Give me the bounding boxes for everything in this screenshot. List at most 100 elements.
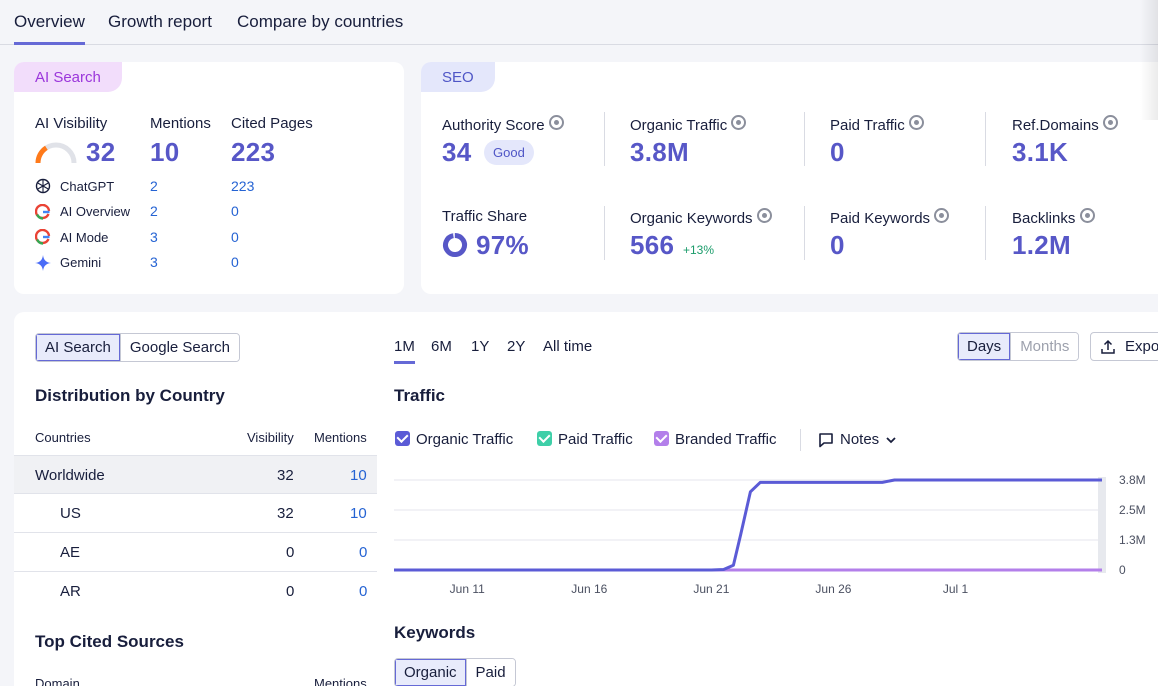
range-all-time[interactable]: All time	[543, 338, 593, 355]
source-cited-ai-mode[interactable]: 0	[231, 229, 239, 245]
gemini-icon	[35, 255, 51, 271]
toggle-organic[interactable]: Organic	[395, 659, 466, 686]
table-row[interactable]: AR 0 0	[14, 572, 377, 611]
country-name: AR	[60, 583, 81, 600]
country-name: AE	[60, 544, 81, 561]
upload-icon	[1101, 339, 1115, 354]
paid-traffic-value[interactable]: 0	[830, 137, 845, 167]
info-globe-icon[interactable]	[1079, 208, 1095, 223]
paid-keywords-label: Paid Keywords	[830, 208, 950, 227]
checkbox-icon[interactable]	[654, 431, 669, 446]
info-globe-icon[interactable]	[756, 208, 772, 223]
checkbox-icon[interactable]	[537, 431, 552, 446]
country-mentions[interactable]: 10	[350, 505, 367, 522]
source-mentions-ai-mode[interactable]: 3	[150, 229, 158, 245]
ai-visibility-value: 32	[86, 137, 116, 167]
country-visibility: 32	[277, 467, 294, 484]
country-name: US	[60, 505, 81, 522]
table-row[interactable]: AE 0 0	[14, 533, 377, 572]
tab-growth-report[interactable]: Growth report	[108, 12, 212, 31]
info-globe-icon[interactable]	[934, 208, 950, 223]
x-tick-label: Jun 16	[571, 582, 607, 596]
mentions-value: 10	[150, 137, 180, 167]
top-cited-title: Top Cited Sources	[35, 632, 184, 651]
distribution-title: Distribution by Country	[35, 386, 225, 405]
country-mentions[interactable]: 10	[350, 467, 367, 484]
google-icon	[35, 229, 51, 245]
details-card	[14, 312, 1158, 686]
keywords-type-toggle: Organic Paid	[394, 658, 516, 686]
y-tick-label: 1.3M	[1119, 533, 1146, 547]
legend-organic-traffic[interactable]: Organic Traffic	[395, 431, 513, 448]
paid-keywords-value[interactable]: 0	[830, 230, 845, 260]
ai-search-pill: AI Search	[14, 62, 122, 92]
authority-badge: Good	[484, 140, 534, 165]
info-globe-icon[interactable]	[731, 115, 747, 130]
country-mentions[interactable]: 0	[359, 583, 368, 600]
search-type-toggle: AI Search Google Search	[35, 333, 240, 362]
country-visibility: 0	[286, 544, 295, 561]
country-mentions[interactable]: 0	[359, 544, 368, 561]
y-tick-label: 2.5M	[1119, 503, 1146, 517]
source-mentions-chatgpt[interactable]: 2	[150, 178, 158, 194]
traffic-chart: 3.8M 2.5M 1.3M 0 Jun 11 Jun 16 Jun 21 Jun 26 Jul…	[394, 473, 1146, 596]
backlinks-value[interactable]: 1.2M	[1012, 230, 1072, 260]
info-globe-icon[interactable]	[1102, 115, 1118, 130]
col-domain: Domain	[35, 676, 80, 686]
source-mentions-gemini[interactable]: 3	[150, 254, 158, 270]
export-button[interactable]: Expo	[1090, 332, 1158, 361]
chevron-down-icon	[886, 436, 896, 443]
source-name-gemini: Gemini	[60, 255, 102, 270]
table-row[interactable]: Worldwide 32 10	[14, 455, 377, 494]
info-globe-icon[interactable]	[548, 115, 564, 130]
range-2y[interactable]: 2Y	[507, 338, 526, 355]
tab-compare-by-countries[interactable]: Compare by countries	[237, 12, 404, 31]
country-visibility: 0	[286, 583, 295, 600]
col-visibility: Visibility	[247, 430, 294, 445]
x-tick-label: Jun 26	[815, 582, 851, 596]
y-tick-label: 0	[1119, 563, 1126, 577]
series-line	[394, 478, 1102, 572]
ai-visibility-label: AI Visibility	[35, 115, 108, 132]
source-mentions-ai-overview[interactable]: 2	[150, 203, 158, 219]
source-cited-gemini[interactable]: 0	[231, 254, 239, 270]
notes-dropdown[interactable]: Notes	[818, 431, 897, 448]
range-1m[interactable]: 1M	[394, 338, 415, 364]
range-6m[interactable]: 6M	[431, 338, 452, 355]
traffic-share-donut-icon	[443, 233, 467, 257]
source-cited-ai-overview[interactable]: 0	[231, 203, 239, 219]
y-tick-label: 3.8M	[1119, 473, 1146, 487]
cited-pages-value: 223	[231, 137, 276, 167]
granularity-toggle: Days Months	[957, 332, 1080, 361]
organic-traffic-label: Organic Traffic	[630, 115, 747, 134]
toggle-ai-search[interactable]: AI Search	[36, 334, 120, 361]
top-nav: Overview Growth report Compare by countr…	[0, 0, 1158, 45]
toggle-months[interactable]: Months	[1010, 333, 1079, 360]
x-tick-label: Jun 11	[450, 582, 485, 596]
organic-traffic-value[interactable]: 3.8M	[630, 137, 690, 167]
tab-overview[interactable]: Overview	[14, 12, 85, 45]
checkbox-icon[interactable]	[395, 431, 410, 446]
organic-keywords-delta: +13%	[683, 243, 715, 257]
organic-keywords-value[interactable]: 566	[630, 230, 675, 260]
panel-edge-shadow	[1140, 0, 1158, 120]
info-globe-icon[interactable]	[908, 115, 924, 130]
table-row[interactable]: US 32 10	[14, 494, 377, 533]
toggle-paid[interactable]: Paid	[465, 659, 515, 686]
toggle-days[interactable]: Days	[958, 333, 1011, 360]
source-name-ai-mode: AI Mode	[60, 230, 109, 245]
keywords-title: Keywords	[394, 623, 476, 642]
source-cited-chatgpt[interactable]: 223	[231, 178, 255, 194]
range-1y[interactable]: 1Y	[471, 338, 490, 355]
col-mentions: Mentions	[314, 430, 367, 445]
ref-domains-value[interactable]: 3.1K	[1012, 137, 1069, 167]
google-icon	[35, 204, 51, 220]
x-tick-label: Jul 1	[943, 582, 969, 596]
toggle-google-search[interactable]: Google Search	[119, 334, 239, 361]
traffic-share-value: 97%	[476, 230, 529, 260]
legend-paid-traffic[interactable]: Paid Traffic	[537, 431, 633, 448]
traffic-share-label: Traffic Share	[442, 208, 528, 225]
ref-domains-label: Ref.Domains	[1012, 115, 1118, 134]
legend-branded-traffic[interactable]: Branded Traffic	[654, 431, 776, 448]
country-name: Worldwide	[35, 467, 105, 484]
